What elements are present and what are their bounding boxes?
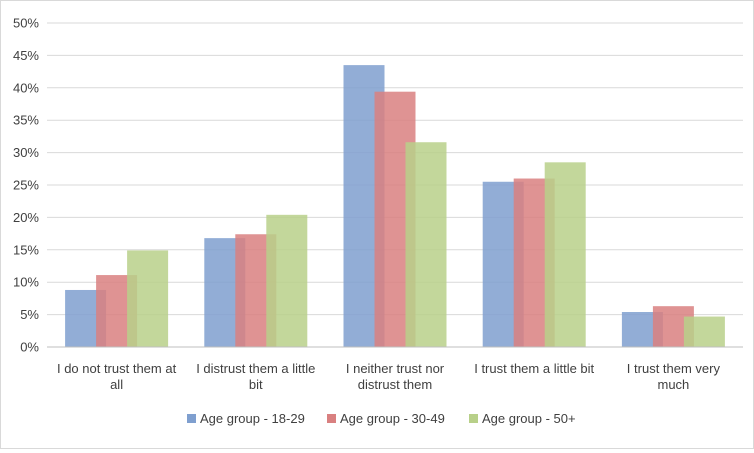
bar bbox=[266, 214, 308, 347]
y-tick-label: 50% bbox=[13, 16, 39, 31]
y-tick-label: 20% bbox=[13, 210, 39, 225]
y-tick-label: 30% bbox=[13, 145, 39, 160]
legend: Age group - 18-29 Age group - 30-49 Age gr… bbox=[187, 411, 576, 426]
legend-label: Age group - 50+ bbox=[482, 411, 576, 426]
legend-swatch bbox=[469, 414, 478, 423]
bar bbox=[127, 250, 169, 347]
x-category-label: I do not trust them at bbox=[57, 361, 177, 376]
bar bbox=[683, 316, 725, 347]
y-tick-label: 10% bbox=[13, 275, 39, 290]
x-category-label: all bbox=[110, 377, 123, 392]
bar bbox=[544, 162, 586, 347]
y-axis-tick-labels: 0% 5% 10% 15% 20% 25% 30% 35% 40% 45% 50% bbox=[13, 16, 39, 355]
legend-label: Age group - 18-29 bbox=[200, 411, 305, 426]
y-tick-label: 45% bbox=[13, 48, 39, 63]
legend-swatch bbox=[187, 414, 196, 423]
legend-swatch bbox=[327, 414, 336, 423]
y-tick-label: 0% bbox=[20, 340, 39, 355]
x-category-label: I neither trust nor bbox=[346, 361, 445, 376]
y-tick-label: 5% bbox=[20, 307, 39, 322]
x-category-label: I trust them a little bit bbox=[474, 361, 594, 376]
y-tick-label: 40% bbox=[13, 80, 39, 95]
y-tick-label: 35% bbox=[13, 113, 39, 128]
bar bbox=[405, 142, 447, 347]
bars bbox=[65, 65, 725, 348]
legend-label: Age group - 30-49 bbox=[340, 411, 445, 426]
y-tick-label: 15% bbox=[13, 242, 39, 257]
x-category-label: distrust them bbox=[358, 377, 432, 392]
y-tick-label: 25% bbox=[13, 178, 39, 193]
x-category-label: much bbox=[658, 377, 690, 392]
x-category-label: I distrust them a little bbox=[196, 361, 315, 376]
x-category-label: I trust them very bbox=[627, 361, 721, 376]
x-category-label: bit bbox=[249, 377, 263, 392]
